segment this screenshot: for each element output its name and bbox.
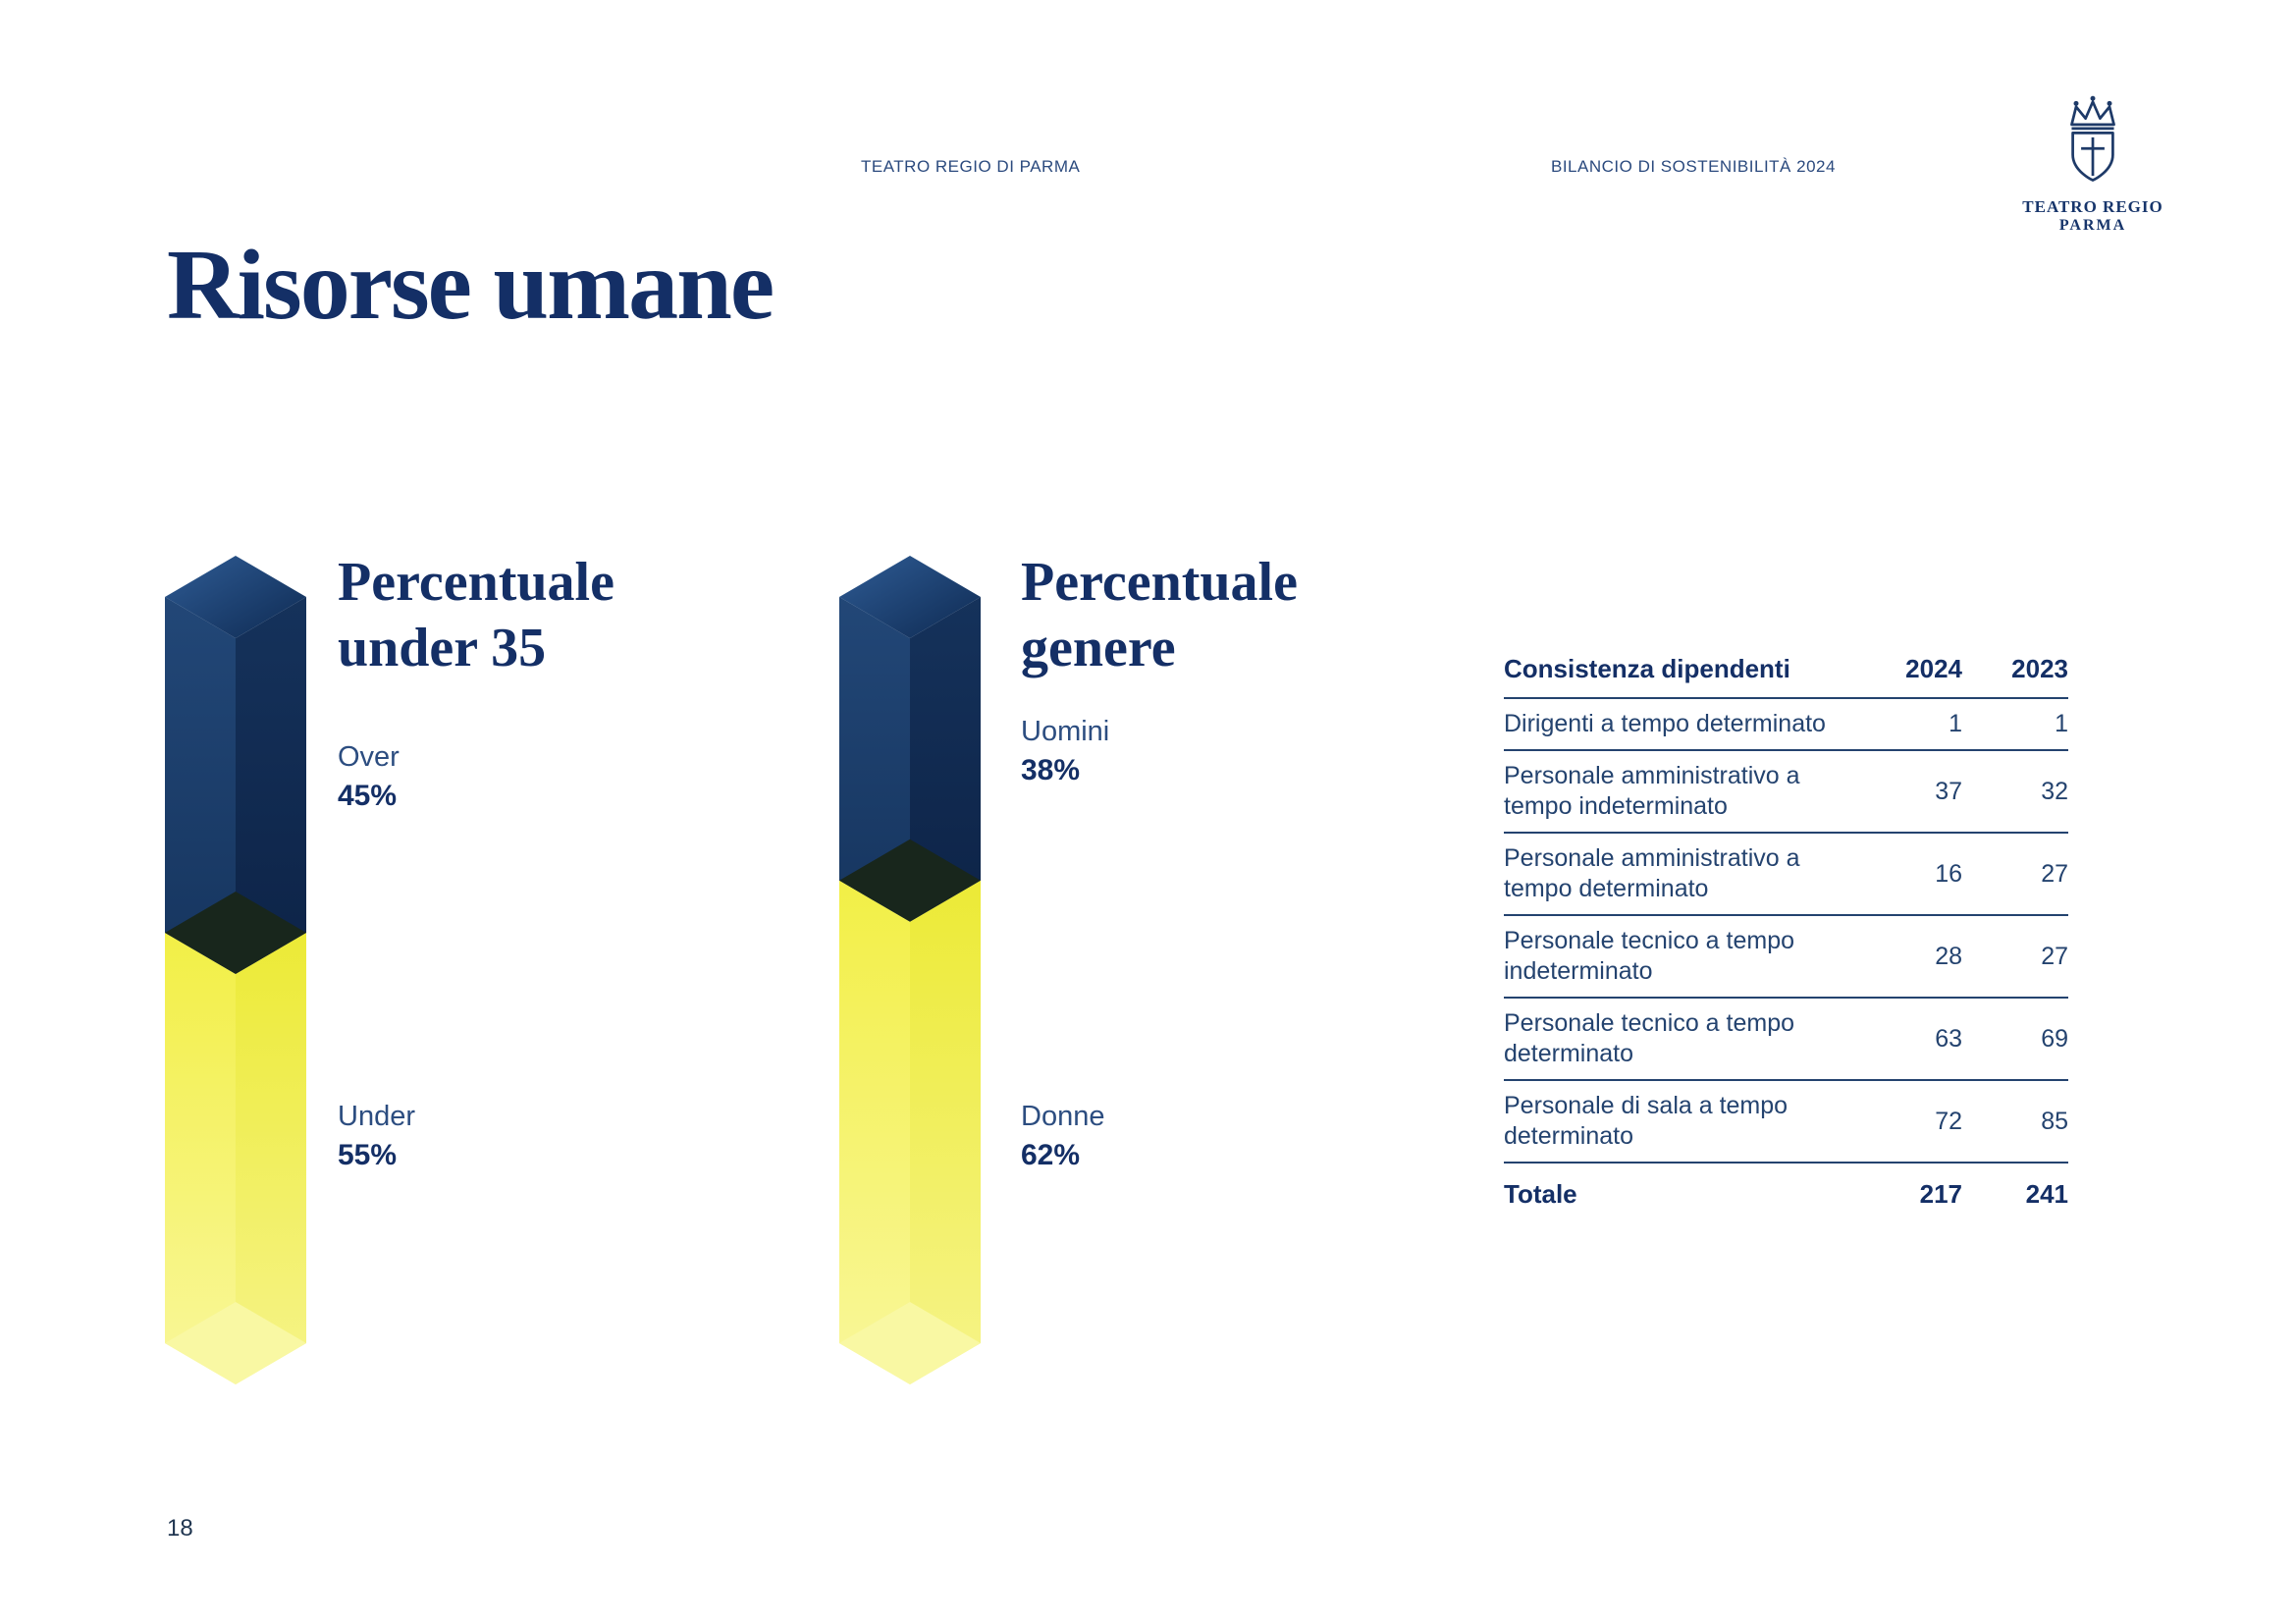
page-title: Risorse umane <box>167 230 774 341</box>
table-row: Personale tecnico a tempo indeterminato 2… <box>1504 916 2068 999</box>
chart-title-under-35: Percentuale under 35 <box>338 552 614 679</box>
table-row: Dirigenti a tempo determinato 1 1 <box>1504 699 2068 751</box>
stat-uomini-value: 38% <box>1021 754 1081 787</box>
row-value-2023: 69 <box>2041 1024 2068 1053</box>
table-header-2024: 2024 <box>1905 654 1962 683</box>
table-row: Personale tecnico a tempo determinato 63 6… <box>1504 999 2068 1081</box>
table-header-2023: 2023 <box>2011 654 2068 683</box>
stat-over-value: 45% <box>338 780 398 813</box>
row-label: Personale tecnico a tempo indeterminato <box>1504 927 1795 985</box>
stat-uomini-label: Uomini <box>1021 716 1110 747</box>
row-label: Dirigenti a tempo determinato <box>1504 710 1826 737</box>
row-value-2024: 63 <box>1935 1024 1962 1053</box>
row-value-2023: 1 <box>2055 710 2068 737</box>
employees-table: Consistenza dipendenti 2024 2023 Dirigen… <box>1504 654 2068 1210</box>
table-row: Personale di sala a tempo determinato 72 8… <box>1504 1081 2068 1164</box>
table-header: Consistenza dipendenti 2024 2023 <box>1504 654 2068 699</box>
row-label: Personale tecnico a tempo determinato <box>1504 1009 1795 1067</box>
stacked-bar-genere <box>839 556 981 1384</box>
table-header-title: Consistenza dipendenti <box>1504 654 1790 683</box>
logo-crest-icon <box>2070 95 2115 182</box>
stat-donne-label: Donne <box>1021 1101 1105 1132</box>
chart-title-genere: Percentuale genere <box>1021 552 1298 679</box>
row-label: Personale amministrativo a tempo determi… <box>1504 844 1800 902</box>
row-value-2023: 27 <box>2041 942 2068 970</box>
row-value-2024: 72 <box>1935 1107 1962 1135</box>
table-row: Personale amministrativo a tempo determi… <box>1504 834 2068 916</box>
stat-donne-value: 62% <box>1021 1139 1081 1172</box>
stat-under-value: 55% <box>338 1139 398 1172</box>
row-value-2023: 32 <box>2041 777 2068 805</box>
row-value-2023: 27 <box>2041 859 2068 888</box>
row-value-2024: 16 <box>1935 859 1962 888</box>
stacked-bar-under-35 <box>165 556 306 1384</box>
row-value-2024: 28 <box>1935 942 1962 970</box>
stat-over: Over 45% <box>338 738 400 817</box>
stat-uomini: Uomini 38% <box>1021 713 1109 791</box>
row-value-2023: 85 <box>2041 1107 2068 1135</box>
row-label: Personale di sala a tempo determinato <box>1504 1092 1789 1150</box>
total-value-2024: 217 <box>1919 1179 1962 1209</box>
row-value-2024: 37 <box>1935 777 1962 805</box>
logo-text-line2: PARMA <box>2058 217 2127 234</box>
table-total-row: Totale 217 241 <box>1504 1164 2068 1210</box>
stat-under-label: Under <box>338 1101 415 1132</box>
logo: TEATRO REGIO PARMA <box>2018 92 2167 235</box>
total-label: Totale <box>1504 1179 1577 1209</box>
table-rows: Dirigenti a tempo determinato 1 1 Personale… <box>1504 699 2068 1164</box>
row-value-2024: 1 <box>1949 710 1962 737</box>
stat-over-label: Over <box>338 741 400 773</box>
table-row: Personale amministrativo a tempo indeter… <box>1504 751 2068 834</box>
row-label: Personale amministrativo a tempo indeter… <box>1504 762 1800 820</box>
page-number: 18 <box>167 1515 193 1542</box>
stat-donne: Donne 62% <box>1021 1098 1104 1176</box>
header-doc-title: TEATRO REGIO DI PARMA <box>861 157 1081 176</box>
stat-under: Under 55% <box>338 1098 415 1176</box>
header-report-title: BILANCIO DI SOSTENIBILITÀ 2024 <box>1551 157 1836 176</box>
logo-text-line1: TEATRO REGIO <box>2022 197 2163 216</box>
total-value-2023: 241 <box>2025 1179 2068 1209</box>
